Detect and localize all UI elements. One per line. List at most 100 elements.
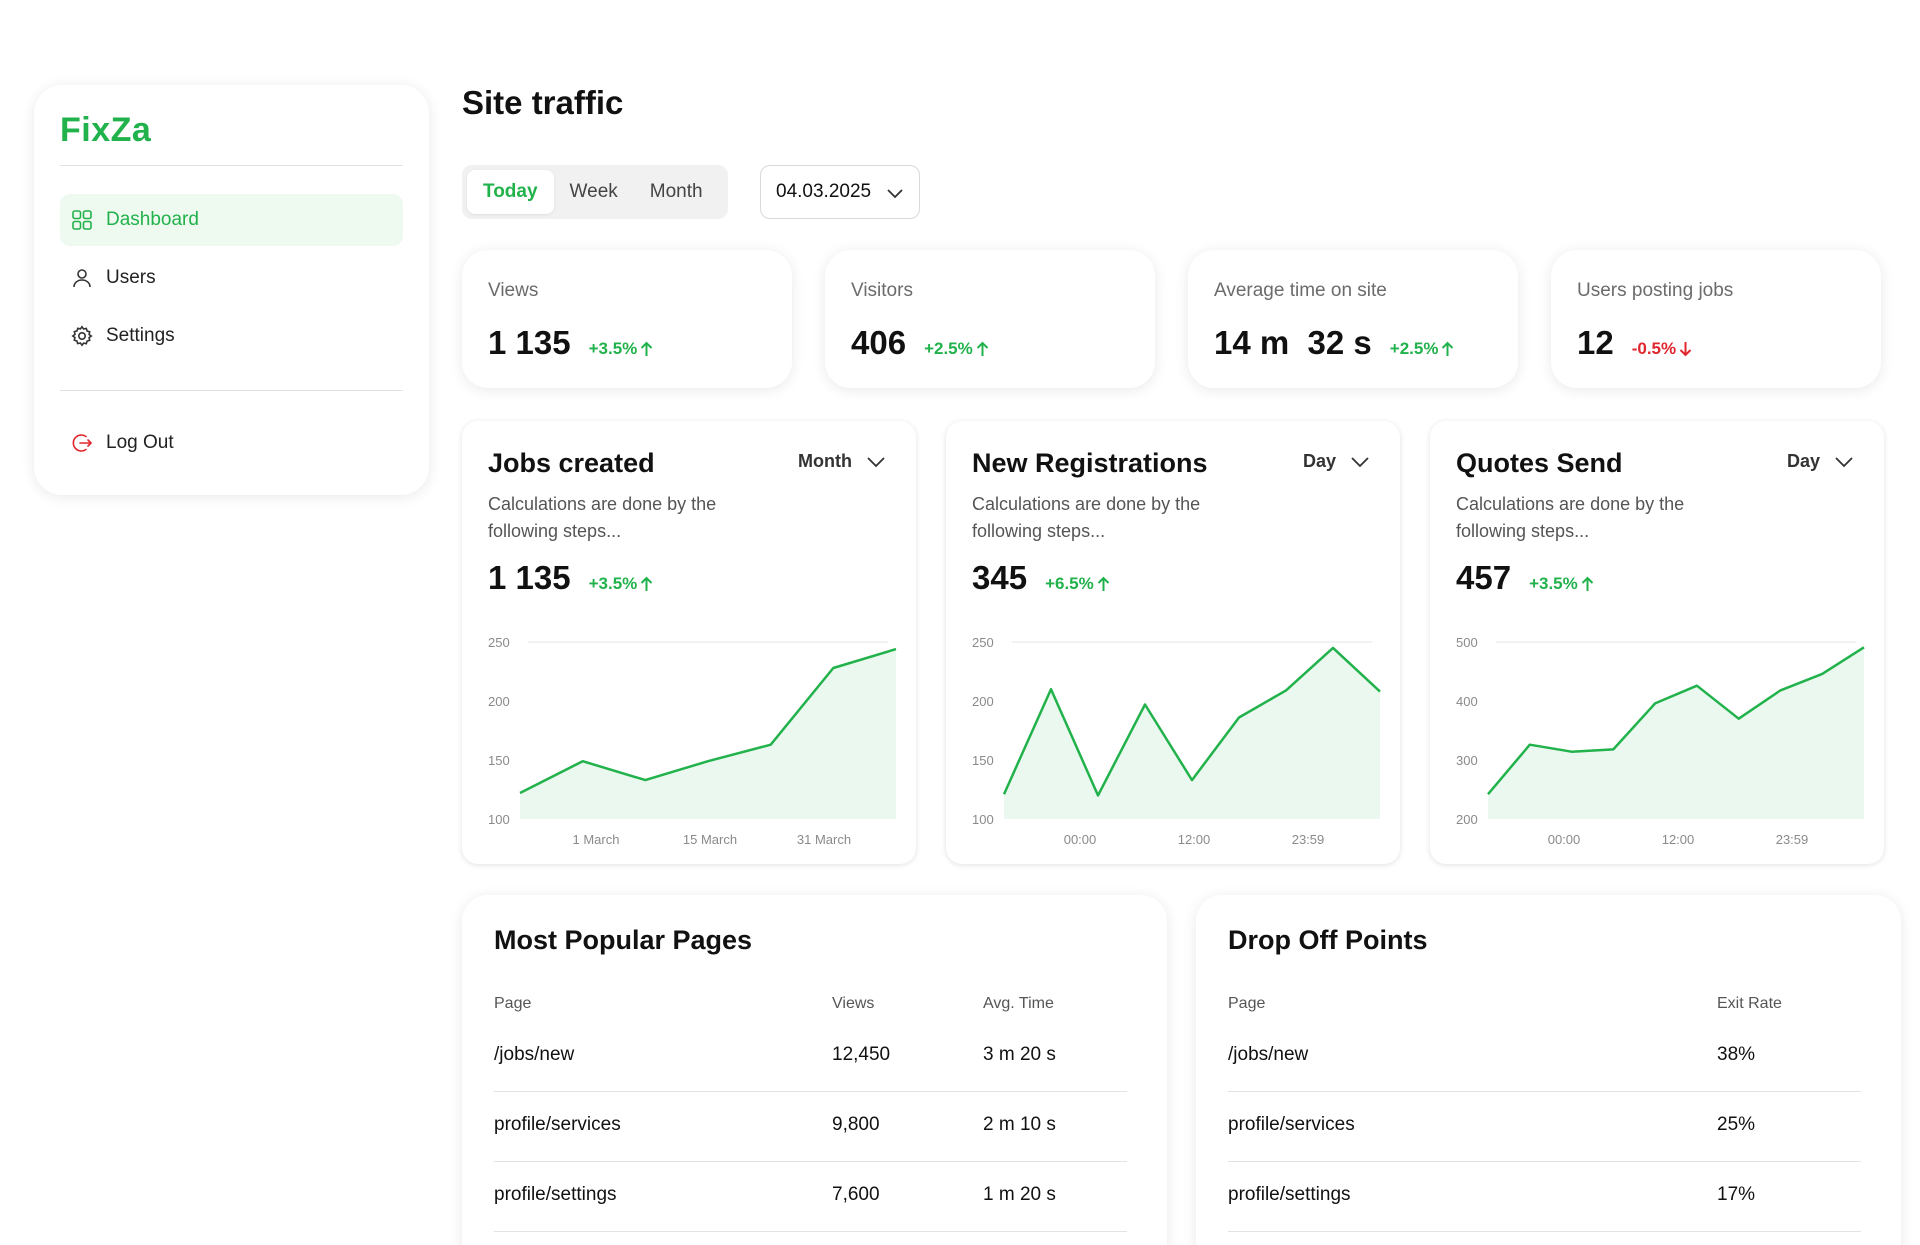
logout-label: Log Out [106,432,174,453]
stat-label: Average time on site [1214,280,1387,301]
jobs-created-chart: 250 200 150 100 1 March 15 March 31 March [488,635,897,846]
table-cell-views: 7,600 [832,1184,880,1205]
sidebar-item-label: Dashboard [106,209,199,230]
chart-area [520,649,896,819]
chart-delta: +6.5% [1045,574,1110,594]
table-title: Drop Off Points [1228,925,1428,955]
column-header-page: Page [494,995,532,1012]
sidebar-item-settings[interactable]: Settings [60,310,403,362]
stat-value: 12 [1577,324,1614,361]
x-tick-label: 00:00 [1548,832,1581,846]
y-tick-label: 200 [488,694,510,709]
y-tick-label: 150 [972,753,994,768]
sidebar-divider [60,165,403,166]
chart-title: Quotes Send [1456,448,1623,478]
sidebar: FixZa Dashboard Users Settings Log Out [34,85,429,495]
chart-total: 345 [972,559,1028,596]
logout-button[interactable]: Log Out [60,417,403,469]
stat-card-views: Views 1 135 +3.5% [462,250,792,388]
row-divider [494,1091,1127,1092]
x-tick-label: 1 March [573,832,620,846]
y-tick-label: 250 [488,635,510,650]
period-month-button[interactable]: Month [649,181,703,202]
row-divider [1228,1091,1861,1092]
y-tick-label: 300 [1456,753,1478,768]
x-tick-label: 31 March [797,832,851,846]
y-tick-label: 150 [488,753,510,768]
arrow-up-icon [641,576,653,591]
x-tick-label: 12:00 [1662,832,1695,846]
chart-description: Calculations are done by the following s… [972,494,1201,541]
arrow-up-icon [1581,576,1593,591]
sidebar-item-users[interactable]: Users [60,252,403,304]
stat-card-users-posting-jobs: Users posting jobs 12 -0.5% [1551,250,1881,388]
chart-series-line [1002,646,1381,797]
table-title: Most Popular Pages [494,925,753,955]
arrow-up-icon [1097,576,1109,591]
row-divider [1228,1161,1861,1162]
chart-card-new-registrations: New Registrations Day Calculations are d… [946,421,1400,864]
chevron-down-icon [1351,456,1369,467]
table-cell-avg-time: 1 m 20 s [983,1184,1056,1205]
table-cell-page[interactable]: profile/settings [1228,1184,1351,1205]
quotes-send-chart: 500 400 300 200 00:00 12:00 23:59 [1456,635,1865,846]
table-cell-page[interactable]: profile/services [494,1114,621,1135]
chart-card-quotes-send: Quotes Send Day Calculations are done by… [1430,421,1884,864]
stat-label: Views [488,280,539,301]
arrow-down-icon [1679,342,1692,357]
x-tick-label: 00:00 [1064,832,1097,846]
y-tick-label: 400 [1456,694,1478,709]
table-cell-page[interactable]: /jobs/new [494,1044,575,1065]
new-registrations-chart: 250 200 150 100 00:00 12:00 23:59 [972,635,1381,846]
column-header-avg-time: Avg. Time [983,995,1054,1012]
table-cell-exit-rate: 25% [1717,1114,1756,1135]
sidebar-item-label: Users [106,267,156,288]
table-cell-page[interactable]: profile/settings [494,1184,617,1205]
stat-delta: +2.5% [1390,339,1455,359]
arrow-up-icon [1442,341,1454,356]
y-tick-label: 500 [1456,635,1478,650]
row-divider [1228,1231,1861,1232]
table-cell-avg-time: 2 m 10 s [983,1114,1056,1135]
table-cell-exit-rate: 17% [1717,1184,1756,1205]
sidebar-item-label: Settings [106,325,175,346]
x-tick-label: 23:59 [1776,832,1809,846]
date-select[interactable]: 04.03.2025 [760,165,920,219]
arrow-up-icon [976,341,988,356]
y-tick-label: 100 [972,812,994,827]
stat-card-avg-time: Average time on site 14 m 32 s +2.5% [1188,250,1518,388]
stat-delta: +3.5% [589,339,654,359]
sidebar-divider [60,390,403,391]
stat-value: 406 [851,324,907,361]
sidebar-item-dashboard[interactable]: Dashboard [60,194,403,246]
chart-series-line [1487,646,1865,796]
chart-title: Jobs created [488,448,655,478]
stat-delta: +2.5% [924,339,989,359]
chart-period-select[interactable]: Day [1303,451,1370,472]
row-divider [494,1231,1127,1232]
chevron-down-icon [1835,456,1853,467]
logout-icon [72,434,92,452]
period-today-button[interactable]: Today [467,170,554,214]
app-logo[interactable]: FixZa [60,111,152,149]
column-header-exit-rate: Exit Rate [1717,995,1782,1012]
table-cell-page[interactable]: /jobs/new [1228,1044,1309,1065]
chart-series-line [519,647,897,795]
period-switcher: Today Week Month [462,165,728,219]
chart-period-select[interactable]: Day [1787,451,1854,472]
chart-total: 457 [1456,559,1512,596]
x-tick-label: 23:59 [1292,832,1325,846]
x-tick-label: 15 March [683,832,737,846]
column-header-views: Views [832,995,875,1012]
table-cell-avg-time: 3 m 20 s [983,1044,1056,1065]
column-header-page: Page [1228,995,1266,1012]
chart-description: Calculations are done by the following s… [488,494,717,541]
period-week-button[interactable]: Week [569,181,618,202]
chart-delta: +3.5% [589,574,654,594]
table-cell-views: 12,450 [832,1044,891,1065]
chart-card-jobs-created: Jobs created Month Calculations are done… [462,421,916,864]
chart-period-select[interactable]: Month [798,451,886,472]
chevron-down-icon [867,456,885,467]
user-icon [73,269,91,288]
table-cell-page[interactable]: profile/services [1228,1114,1355,1135]
